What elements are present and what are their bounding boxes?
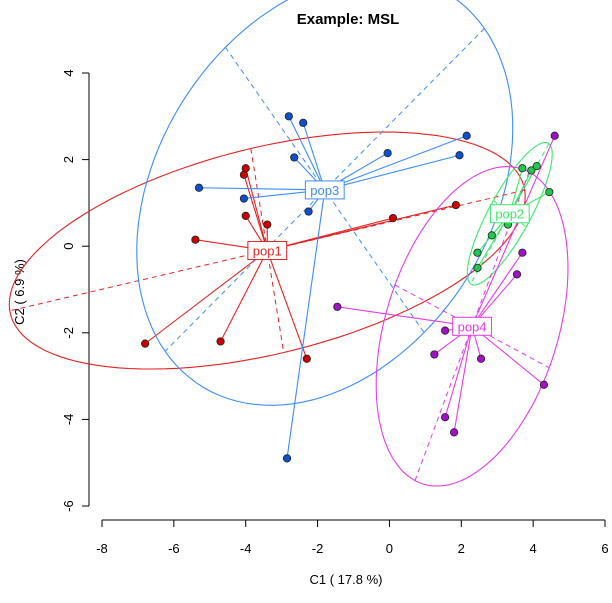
y-tick-label: 4	[61, 69, 76, 76]
points-pop3	[194, 112, 471, 463]
data-point	[473, 248, 482, 257]
group-label-pop3: pop3	[310, 183, 339, 198]
series-pop3	[136, 0, 514, 459]
y-axis-label: C2 ( 6.9 %)	[12, 259, 27, 325]
star-segment	[471, 325, 545, 386]
data-point	[518, 164, 527, 173]
star-segment	[245, 168, 268, 251]
star-segment	[324, 154, 460, 191]
data-point	[545, 187, 554, 197]
star-segment	[288, 116, 326, 191]
star-segment	[220, 250, 268, 342]
data-point	[388, 213, 398, 223]
data-point	[299, 118, 308, 127]
x-tick-label: -4	[240, 541, 252, 556]
x-tick-label: 0	[386, 541, 393, 556]
star-segment	[267, 204, 457, 252]
data-point	[141, 339, 150, 348]
y-tick-label: -4	[61, 414, 76, 426]
data-point	[290, 153, 299, 162]
data-point	[239, 194, 249, 203]
star-segment	[243, 174, 268, 251]
data-point	[284, 112, 293, 121]
plot-area: pop1 pop3 pop2 pop4	[8, 0, 569, 487]
data-point	[304, 207, 313, 216]
star-segment	[471, 135, 556, 327]
group-label-pop2: pop2	[495, 207, 524, 222]
star-segment	[198, 187, 325, 191]
points-pop1	[141, 164, 460, 363]
data-point	[333, 302, 342, 311]
group-label-box	[247, 241, 288, 261]
data-point	[216, 337, 225, 346]
data-point	[430, 350, 439, 359]
data-point	[263, 220, 272, 229]
star-segment	[453, 326, 473, 433]
star-segment	[266, 250, 308, 359]
data-point	[539, 380, 549, 389]
star-segment	[444, 326, 473, 418]
data-point	[241, 164, 250, 173]
x-axis-label: C1 ( 17.8 %)	[310, 572, 383, 587]
x-tick-label: 6	[601, 541, 608, 556]
y-tick-label: -2	[61, 327, 76, 339]
data-point	[449, 428, 459, 437]
data-point	[527, 166, 536, 175]
data-point	[441, 326, 450, 335]
data-point	[302, 354, 311, 363]
group-label-box	[489, 204, 530, 224]
data-point	[462, 131, 471, 140]
group-label-box	[304, 180, 345, 200]
x-tick-label: -6	[168, 541, 180, 556]
data-point	[550, 131, 559, 140]
star-segment	[324, 135, 467, 191]
x-tick-label: -8	[96, 541, 108, 556]
star-segment	[337, 306, 473, 327]
star-segment	[144, 250, 268, 345]
group-label-pop4: pop4	[458, 319, 487, 334]
star-segment	[302, 122, 326, 191]
axes: -8 -6 -4 -2 0 2 4 6 -6 -4 -2 0 2 4	[61, 69, 609, 556]
points-pop4	[333, 131, 559, 437]
data-point	[518, 248, 527, 257]
ellipse-minor-axis-pop4	[394, 284, 550, 369]
data-point	[476, 354, 486, 363]
data-point	[194, 183, 204, 192]
data-point	[532, 161, 541, 171]
data-point	[473, 263, 482, 272]
group-label-pop1: pop1	[253, 244, 282, 259]
x-tick-label: 4	[530, 541, 537, 556]
data-point	[451, 200, 460, 210]
x-tick-label: 2	[458, 541, 465, 556]
data-point	[512, 270, 522, 279]
data-point	[241, 211, 250, 220]
data-point	[487, 231, 496, 240]
data-point	[383, 149, 392, 158]
y-tick-label: -6	[61, 500, 76, 512]
ellipse-pop4	[375, 166, 569, 487]
star-segment	[286, 189, 326, 459]
star-segment	[471, 252, 523, 327]
group-label-box	[452, 316, 492, 336]
y-tick-label: 0	[61, 243, 76, 250]
y-tick-label: 2	[61, 156, 76, 163]
data-point	[282, 454, 292, 463]
data-point	[191, 235, 200, 244]
data-point	[455, 151, 464, 160]
data-point	[441, 413, 450, 422]
x-tick-label: -2	[312, 541, 324, 556]
chart-title: Example: MSL	[297, 11, 400, 28]
